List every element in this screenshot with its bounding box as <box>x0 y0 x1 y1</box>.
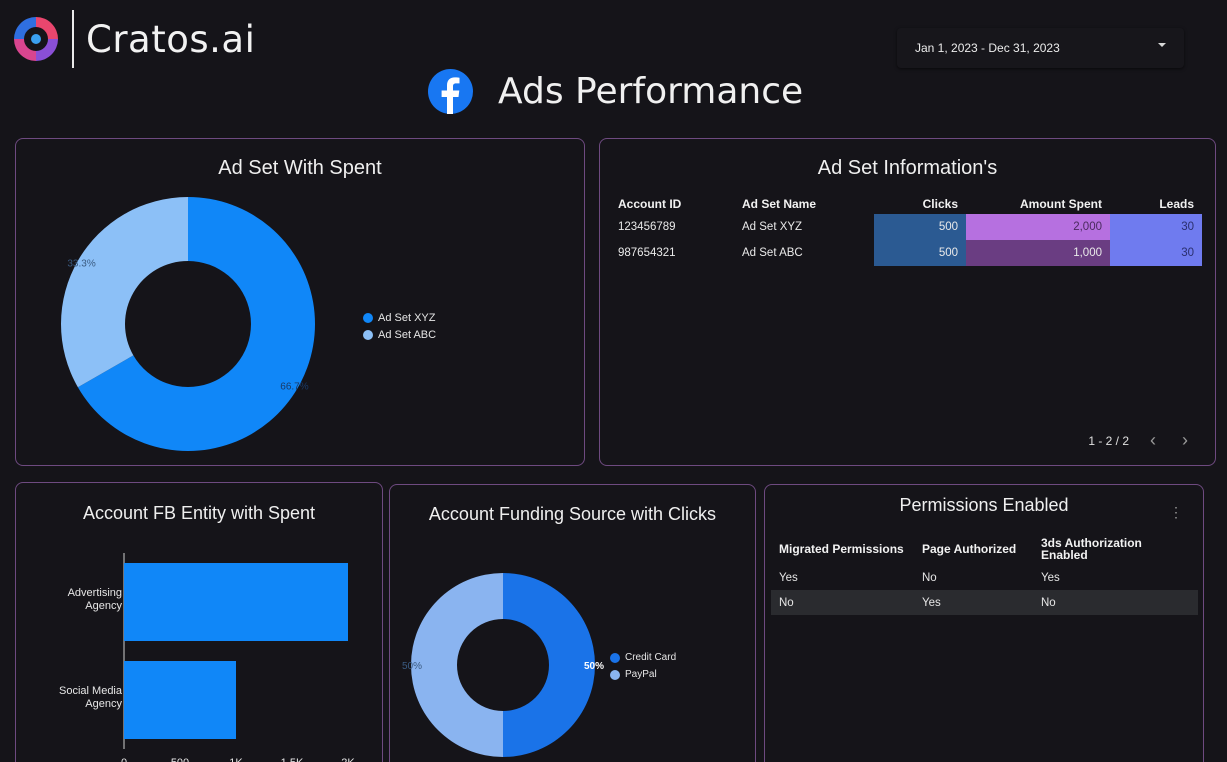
funding-source-card: Account Funding Source with Clicks 50% 50… <box>389 484 756 762</box>
cratos-logo-icon <box>14 17 58 61</box>
legend-label: Credit Card <box>625 652 677 663</box>
fb-entity-title: Account FB Entity with Spent <box>82 503 316 523</box>
x-tick-label: 1.5K <box>281 757 304 762</box>
cell-ad-set-name: Ad Set XYZ <box>742 221 803 233</box>
bar-social-media-agency[interactable] <box>124 661 236 739</box>
table-header-row: Migrated Permissions Page Authorized 3ds… <box>771 533 1198 565</box>
bar-advertising-agency[interactable] <box>124 563 348 641</box>
category-label: Agency <box>85 698 122 710</box>
cell-clicks: 500 <box>874 240 966 266</box>
donut-slice-credit-card[interactable] <box>503 573 595 757</box>
page-header: Ads Performance <box>428 68 803 114</box>
column-header-page-authorized[interactable]: Page Authorized <box>922 542 1017 556</box>
cell-account-id: 987654321 <box>618 247 676 259</box>
date-range-label: Jan 1, 2023 - Dec 31, 2023 <box>915 41 1060 55</box>
table-row: Yes No Yes <box>771 565 1198 590</box>
facebook-icon <box>428 68 473 114</box>
permissions-card: Permissions Enabled ⋮ Migrated Permissio… <box>764 484 1204 762</box>
cell-3ds-authorization: Yes <box>1041 571 1060 584</box>
ad-set-spent-donut-chart[interactable]: 66.7% 33.3% <box>41 184 341 464</box>
legend-item-credit-card[interactable]: Credit Card <box>610 649 676 666</box>
cell-3ds-authorization: No <box>1033 590 1198 615</box>
column-header-3ds-authorization[interactable]: 3ds Authorization Enabled <box>1041 536 1142 562</box>
funding-source-donut-chart[interactable]: 50% 50% <box>398 555 618 762</box>
table-row: No Yes No <box>771 590 1198 615</box>
donut-slice-ad-set-abc[interactable] <box>60 197 188 388</box>
cell-migrated-permissions: Yes <box>779 571 798 584</box>
chevron-right-icon[interactable]: › <box>1182 430 1188 450</box>
legend-label: PayPal <box>625 669 657 680</box>
table-header-row: Account ID Ad Set Name Clicks Amount Spe… <box>610 194 1202 214</box>
legend-label: Ad Set XYZ <box>378 311 436 324</box>
column-header-account-id[interactable]: Account ID <box>618 197 682 211</box>
category-label: Agency <box>85 600 122 612</box>
legend-label: Ad Set ABC <box>378 328 437 341</box>
pagination-label: 1 - 2 / 2 <box>1088 433 1129 448</box>
x-tick-label: 2K <box>341 757 355 762</box>
legend-item-ad-set-abc[interactable]: Ad Set ABC <box>363 326 436 343</box>
ad-set-spent-legend: Ad Set XYZ Ad Set ABC <box>363 309 436 343</box>
slice-label-paypal: 50% <box>402 661 422 672</box>
cell-amount-spent: 2,000 <box>966 214 1110 240</box>
column-header-amount-spent[interactable]: Amount Spent <box>1020 197 1102 211</box>
permissions-table: Migrated Permissions Page Authorized 3ds… <box>771 533 1198 615</box>
donut-slice-ad-set-xyz[interactable] <box>77 197 316 451</box>
page-title: Ads Performance <box>498 70 804 112</box>
slice-label-ad-set-abc: 33.3% <box>67 258 95 269</box>
brand-name: Cratos.ai <box>86 17 256 61</box>
donut-slice-paypal[interactable] <box>411 573 503 757</box>
cell-migrated-permissions: No <box>771 590 914 615</box>
ad-set-info-table: Account ID Ad Set Name Clicks Amount Spe… <box>610 194 1202 266</box>
category-label: Advertising <box>68 587 122 599</box>
ad-set-spent-title: Ad Set With Spent <box>218 157 382 179</box>
chevron-left-icon[interactable]: ‹ <box>1150 430 1156 450</box>
table-pagination: 1 - 2 / 2 ‹ › <box>1088 430 1193 451</box>
funding-source-title: Account Funding Source with Clicks <box>428 504 717 524</box>
legend-swatch <box>363 312 373 323</box>
ad-set-spent-card: Ad Set With Spent 66.7% 33.3% Ad Set XYZ A… <box>15 138 585 466</box>
ad-set-info-title: Ad Set Information's <box>817 157 998 179</box>
cell-account-id: 123456789 <box>618 221 676 233</box>
cell-clicks: 500 <box>874 214 966 240</box>
slice-label-credit-card: 50% <box>584 661 604 672</box>
column-header-migrated-permissions[interactable]: Migrated Permissions <box>779 542 904 556</box>
column-header-ad-set-name[interactable]: Ad Set Name <box>742 197 817 211</box>
legend-item-paypal[interactable]: PayPal <box>610 666 676 683</box>
permissions-title: Permissions Enabled <box>899 495 1069 515</box>
cell-page-authorized: No <box>922 571 937 584</box>
date-range-picker[interactable]: Jan 1, 2023 - Dec 31, 2023 <box>897 28 1184 68</box>
x-tick-label: 1K <box>229 757 243 762</box>
fb-entity-card: Account FB Entity with Spent Advertising… <box>15 482 383 762</box>
cell-page-authorized: Yes <box>914 590 1033 615</box>
column-header-leads[interactable]: Leads <box>1159 197 1194 211</box>
column-header-clicks[interactable]: Clicks <box>922 197 958 211</box>
legend-swatch <box>363 329 373 340</box>
legend-item-ad-set-xyz[interactable]: Ad Set XYZ <box>363 309 436 326</box>
table-row: 987654321 Ad Set ABC 500 1,000 30 <box>610 240 1202 266</box>
more-options-icon[interactable]: ⋮ <box>1169 504 1183 520</box>
cell-amount-spent: 1,000 <box>966 240 1110 266</box>
x-tick-label: 0 <box>121 757 127 762</box>
logo-divider <box>72 10 74 68</box>
cell-ad-set-name: Ad Set ABC <box>742 247 803 259</box>
ad-set-info-card: Ad Set Information's Account ID Ad Set N… <box>599 138 1216 466</box>
legend-swatch <box>610 669 620 680</box>
cell-leads: 30 <box>1110 240 1202 266</box>
slice-label-ad-set-xyz: 66.7% <box>280 382 308 393</box>
brand-logo: Cratos.ai <box>8 8 255 70</box>
x-tick-label: 500 <box>171 757 189 762</box>
cell-leads: 30 <box>1110 214 1202 240</box>
table-row: 123456789 Ad Set XYZ 500 2,000 30 <box>610 214 1202 240</box>
funding-source-legend: Credit Card PayPal <box>610 649 676 683</box>
chevron-down-icon <box>1158 43 1166 47</box>
legend-swatch <box>610 652 620 663</box>
category-label: Social Media <box>59 685 123 697</box>
